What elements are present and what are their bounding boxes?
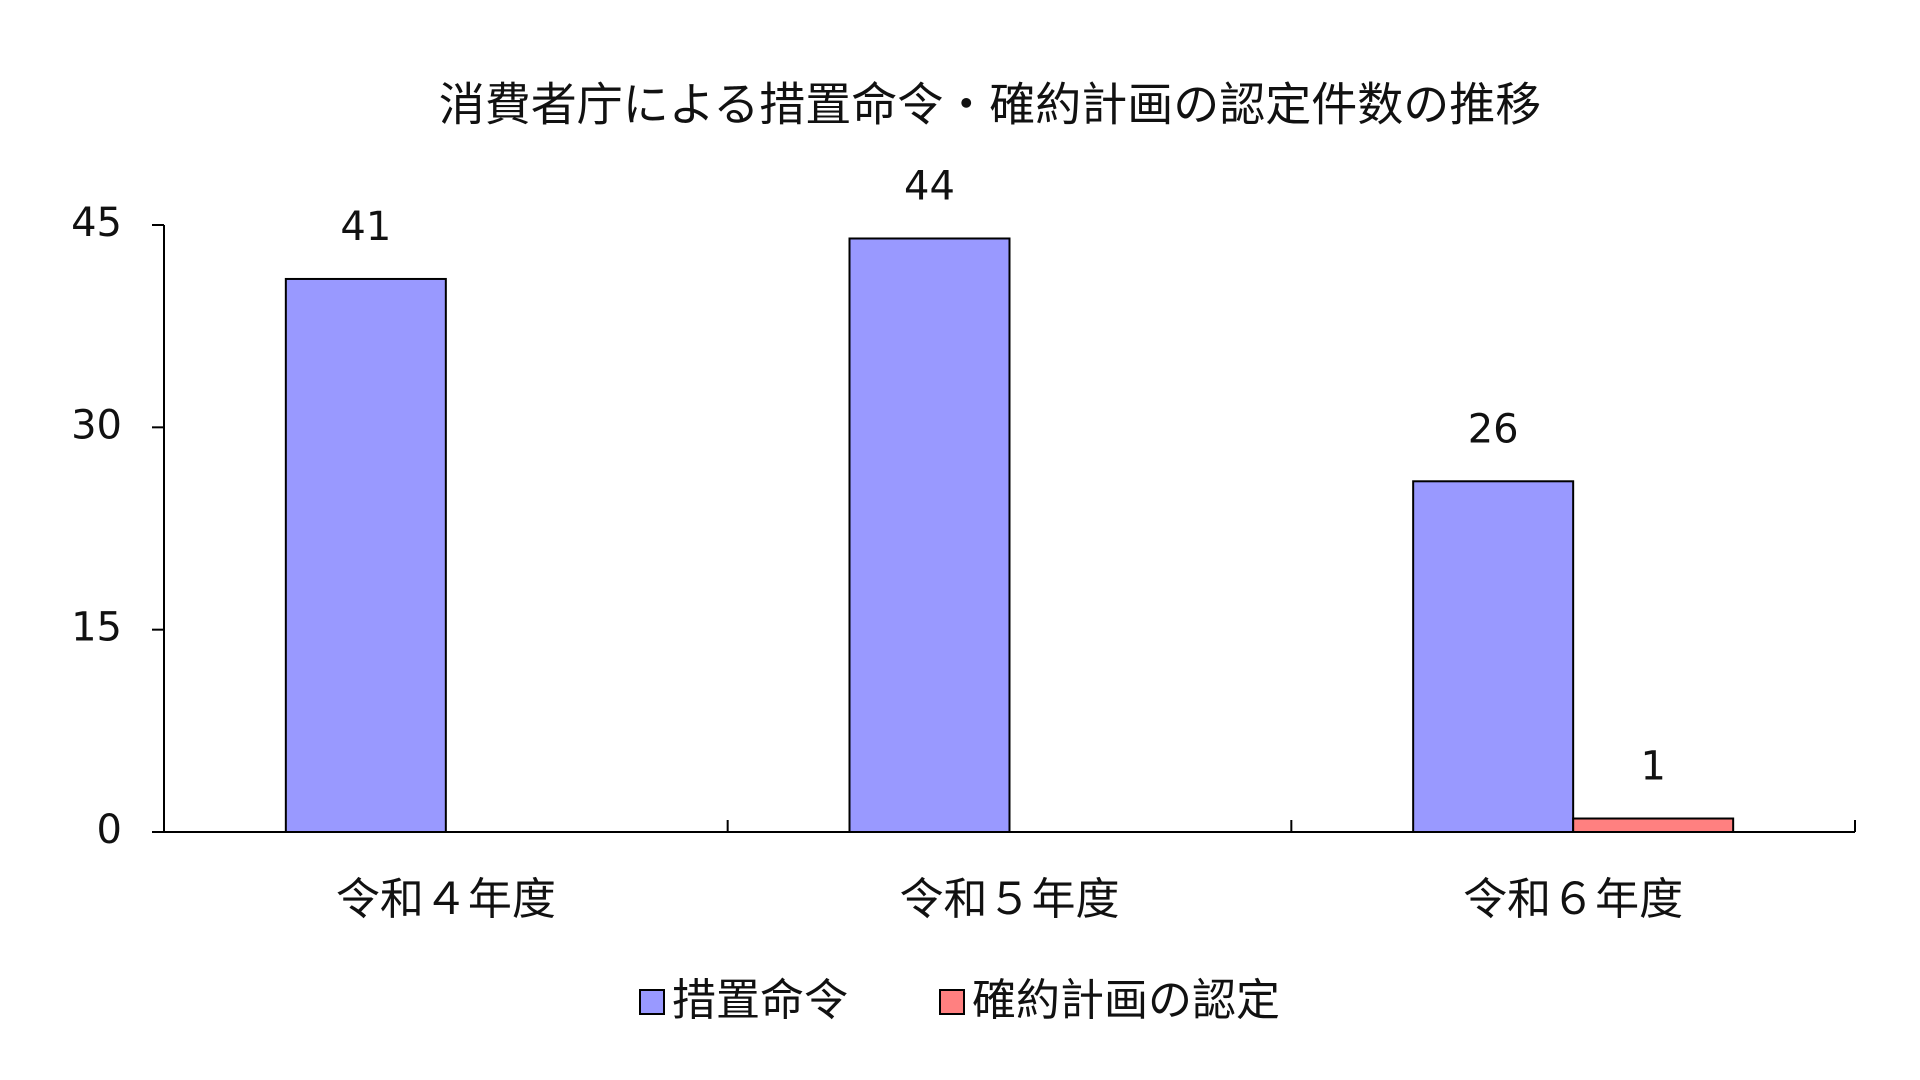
value-label: 44 — [904, 163, 955, 209]
value-label: 41 — [340, 204, 391, 250]
value-label: 1 — [1640, 744, 1665, 790]
chart-title: 消費者庁による措置命令・確約計画の認定件数の推移 — [439, 78, 1542, 132]
y-tick-label: 30 — [71, 402, 122, 448]
bar — [284, 277, 447, 833]
y-tick-label: 15 — [71, 605, 122, 651]
legend-swatch — [939, 989, 965, 1015]
legend-swatch — [639, 989, 665, 1015]
x-tick-label: 令和５年度 — [900, 874, 1120, 925]
bar — [1572, 817, 1735, 833]
bar — [1412, 480, 1575, 833]
bar — [848, 237, 1011, 833]
x-tick-label: 令和６年度 — [1463, 874, 1683, 925]
legend-label: 確約計画の認定 — [972, 975, 1280, 1026]
x-tick-label: 令和４年度 — [336, 874, 556, 925]
value-label: 26 — [1468, 406, 1519, 452]
legend-label: 措置命令 — [672, 975, 848, 1026]
y-tick-label: 45 — [71, 200, 122, 246]
y-tick-label: 0 — [97, 807, 122, 853]
